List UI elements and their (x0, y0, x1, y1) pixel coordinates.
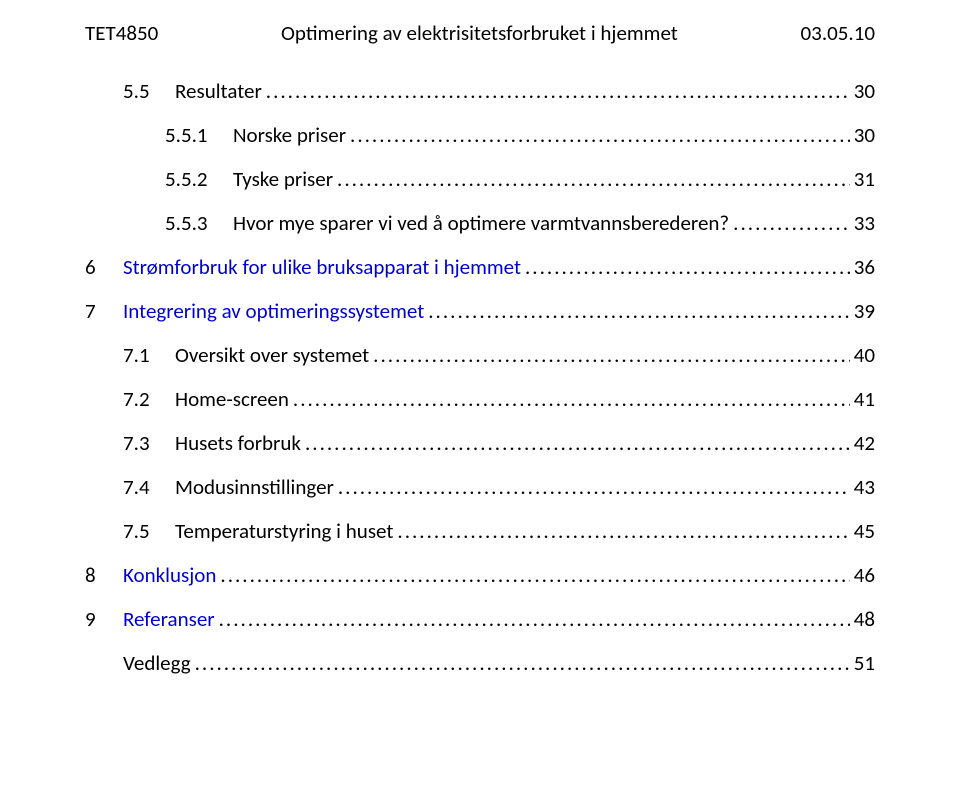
toc-entry-page: 40 (854, 342, 875, 368)
toc-entry-page: 41 (854, 386, 875, 412)
toc-entry-page: 42 (854, 430, 875, 456)
toc-entry: 5.5.3Hvor mye sparer vi ved å optimere v… (85, 210, 875, 236)
toc-entry: 7.2Home-screen 41 (85, 386, 875, 412)
toc-entry-number: 7.3 (123, 430, 175, 456)
toc-leader-dots (338, 474, 850, 500)
toc-leader-dots (266, 78, 850, 104)
toc-leader-dots (397, 518, 849, 544)
toc-entry-number: 5.5.2 (165, 166, 233, 192)
toc-entry-page: 30 (854, 122, 875, 148)
toc-leader-dots (373, 342, 850, 368)
toc-entry-number: 6 (85, 254, 123, 280)
toc-entry-title: Temperaturstyring i huset (175, 518, 393, 544)
toc-leader-dots (305, 430, 850, 456)
toc-entry-number: 5.5.1 (165, 122, 233, 148)
toc-entry-number: 7.4 (123, 474, 175, 500)
toc-entry[interactable]: 7Integrering av optimeringssystemet 39 (85, 298, 875, 324)
toc-entry-page: 30 (854, 78, 875, 104)
toc-entry[interactable]: 9Referanser 48 (85, 606, 875, 632)
toc-leader-dots (293, 386, 850, 412)
toc-entry-page: 43 (854, 474, 875, 500)
toc-entry-title[interactable]: Integrering av optimeringssystemet (123, 298, 424, 324)
toc-entry: 5.5Resultater 30 (85, 78, 875, 104)
toc-entry[interactable]: 6Strømforbruk for ulike bruksapparat i h… (85, 254, 875, 280)
toc-entry[interactable]: 8Konklusjon 46 (85, 562, 875, 588)
toc-leader-dots (350, 122, 850, 148)
toc-entry-title: Hvor mye sparer vi ved å optimere varmtv… (233, 210, 729, 236)
toc-entry-title: Husets forbruk (175, 430, 301, 456)
toc-entry-number: 7.2 (123, 386, 175, 412)
toc-entry: 7.3Husets forbruk 42 (85, 430, 875, 456)
toc-leader-dots (220, 562, 849, 588)
toc-entry-title[interactable]: Strømforbruk for ulike bruksapparat i hj… (123, 254, 521, 280)
toc-entry-title[interactable]: Referanser (123, 606, 215, 632)
toc-entry-number: 9 (85, 606, 123, 632)
toc-entry-page: 31 (854, 166, 875, 192)
toc-entry-number: 8 (85, 562, 123, 588)
toc-leader-dots (219, 606, 850, 632)
header-date: 03.05.10 (801, 20, 875, 46)
toc-entry-title: Vedlegg (123, 650, 191, 676)
toc-entry: Vedlegg 51 (85, 650, 875, 676)
toc-leader-dots (733, 210, 850, 236)
toc-entry-title: Home-screen (175, 386, 289, 412)
toc-entry: 5.5.1Norske priser 30 (85, 122, 875, 148)
page-header: TET4850 Optimering av elektrisitetsforbr… (85, 20, 875, 46)
toc-entry-page: 48 (854, 606, 875, 632)
toc-entry-number: 5.5 (123, 78, 175, 104)
toc-entry-number: 7 (85, 298, 123, 324)
header-course-code: TET4850 (85, 20, 158, 46)
toc-entry: 7.4Modusinnstillinger 43 (85, 474, 875, 500)
toc-entry-title: Modusinnstillinger (175, 474, 334, 500)
toc-entry-number: 5.5.3 (165, 210, 233, 236)
toc-entry-page: 36 (854, 254, 875, 280)
toc-entry: 7.5Temperaturstyring i huset 45 (85, 518, 875, 544)
toc-entry-page: 46 (854, 562, 875, 588)
toc-entry-title[interactable]: Konklusjon (123, 562, 216, 588)
toc-entry-title: Tyske priser (233, 166, 333, 192)
toc-entry: 7.1Oversikt over systemet 40 (85, 342, 875, 368)
header-title: Optimering av elektrisitetsforbruket i h… (281, 20, 678, 46)
table-of-contents: 5.5Resultater 30 5.5.1Norske priser 30 5.5.2… (85, 78, 875, 676)
toc-entry-page: 51 (854, 650, 875, 676)
toc-leader-dots (428, 298, 849, 324)
toc-leader-dots (525, 254, 850, 280)
toc-entry-title: Oversikt over systemet (175, 342, 369, 368)
toc-entry: 5.5.2Tyske priser 31 (85, 166, 875, 192)
document-page: TET4850 Optimering av elektrisitetsforbr… (0, 0, 960, 676)
toc-leader-dots (195, 650, 850, 676)
toc-entry-number: 7.5 (123, 518, 175, 544)
toc-entry-page: 45 (854, 518, 875, 544)
toc-entry-page: 33 (854, 210, 875, 236)
toc-entry-title: Norske priser (233, 122, 346, 148)
toc-entry-page: 39 (854, 298, 875, 324)
toc-leader-dots (337, 166, 850, 192)
toc-entry-number: 7.1 (123, 342, 175, 368)
toc-entry-title: Resultater (175, 78, 262, 104)
